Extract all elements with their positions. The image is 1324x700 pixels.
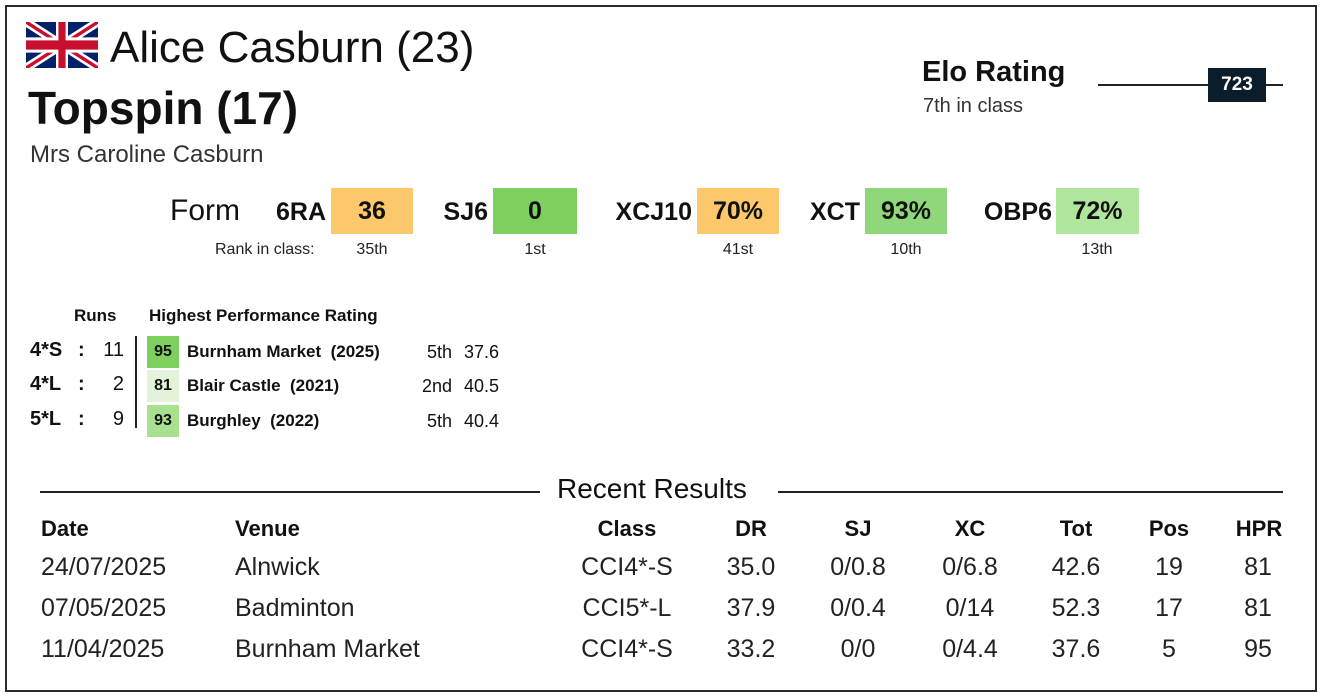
result-class: CCI5*-L [582,594,672,622]
hpr-result-score: 40.4 [464,411,500,431]
result-venue: Burnham Market [235,635,420,663]
hpr-result-score: 40.5 [464,376,500,396]
runs-separator: : [78,373,85,395]
runs-level: 4*S [30,339,63,361]
col-header-xc: XC [954,516,986,541]
col-header-tot: Tot [1059,516,1093,541]
result-hpr: 81 [1244,553,1272,581]
form-rank-sj6: 1st [524,241,546,258]
runs-level: 5*L [30,408,62,430]
result-dr: 33.2 [726,635,776,663]
result-xc: 0/4.4 [942,635,998,663]
elo-value-badge: 723 [1208,68,1266,102]
result-dr: 35.0 [726,553,776,581]
recent-results-rule-right [778,491,1283,493]
result-venue: Alnwick [235,553,320,581]
runs-separator: : [78,408,85,430]
col-header-class: Class [597,516,657,541]
form-value-xcj10: 70% [697,188,779,234]
runs-count: 9 [112,408,124,430]
form-value-6ra: 36 [331,188,413,234]
runs-count: 2 [112,373,124,395]
result-class: CCI4*-S [581,635,673,663]
result-tot: 42.6 [1051,553,1101,581]
hpr-score-badge: 93 [147,405,179,437]
rank-in-class-label: Rank in class: [215,241,315,258]
elo-title: Elo Rating [922,56,1066,88]
result-date: 07/05/2025 [41,594,167,622]
runs-separator: : [78,339,85,361]
runs-header: Runs [74,306,117,325]
hpr-event: Burghley (2022) [187,411,320,430]
hpr-position: 5th [426,342,452,362]
result-date: 24/07/2025 [41,553,167,581]
hpr-position: 2nd [421,376,452,396]
elo-rank: 7th in class [923,95,1024,117]
result-venue: Badminton [235,594,355,622]
form-value-sj6: 0 [493,188,577,234]
horse-name: Topspin (17) [28,82,299,134]
col-header-date: Date [41,516,89,541]
col-header-hpr: HPR [1235,516,1283,541]
form-value-obp6: 72% [1056,188,1139,234]
result-hpr: 81 [1244,594,1272,622]
result-tot: 52.3 [1051,594,1101,622]
hpr-result-score: 37.6 [464,342,500,362]
runs-count: 11 [103,339,124,361]
result-dr: 37.9 [726,594,776,622]
result-pos: 19 [1155,553,1183,581]
result-pos: 5 [1162,635,1176,663]
rider-name: Alice Casburn (23) [110,23,475,72]
col-header-dr: DR [735,516,767,541]
form-rank-xcj10: 41st [722,241,754,258]
elo-line [1098,84,1283,86]
result-tot: 37.6 [1051,635,1101,663]
form-rank-6ra: 35th [356,241,388,258]
form-code-obp6: OBP6 [983,198,1052,226]
result-xc: 0/6.8 [942,553,998,581]
hpr-header: Highest Performance Rating [149,306,378,325]
hpr-score-badge: 95 [147,336,179,368]
result-xc: 0/14 [945,594,995,622]
runs-divider [135,336,137,428]
profile-card [5,5,1317,692]
form-rank-obp6: 13th [1081,241,1113,258]
result-class: CCI4*-S [581,553,673,581]
form-value-xct: 93% [865,188,947,234]
uk-flag-icon [26,22,98,68]
owner-name: Mrs Caroline Casburn [30,141,264,168]
result-date: 11/04/2025 [41,635,165,663]
hpr-event: Burnham Market (2025) [187,342,380,361]
result-hpr: 95 [1244,635,1272,663]
form-code-xct: XCT [810,198,860,226]
col-header-venue: Venue [235,516,300,541]
recent-results-rule-left [40,491,540,493]
runs-level: 4*L [30,373,62,395]
result-sj: 0/0 [840,635,876,663]
form-code-6ra: 6RA [275,198,326,226]
col-header-pos: Pos [1148,516,1190,541]
form-rank-xct: 10th [890,241,922,258]
form-label: Form [170,194,240,227]
recent-results-title: Recent Results [557,473,747,504]
hpr-event: Blair Castle (2021) [187,376,340,395]
result-sj: 0/0.4 [830,594,886,622]
hpr-score-badge: 81 [147,370,179,402]
result-pos: 17 [1155,594,1183,622]
form-code-xcj10: XCJ10 [615,198,692,226]
result-sj: 0/0.8 [830,553,886,581]
hpr-position: 5th [426,411,452,431]
form-code-sj6: SJ6 [443,198,488,226]
col-header-sj: SJ [844,516,872,541]
